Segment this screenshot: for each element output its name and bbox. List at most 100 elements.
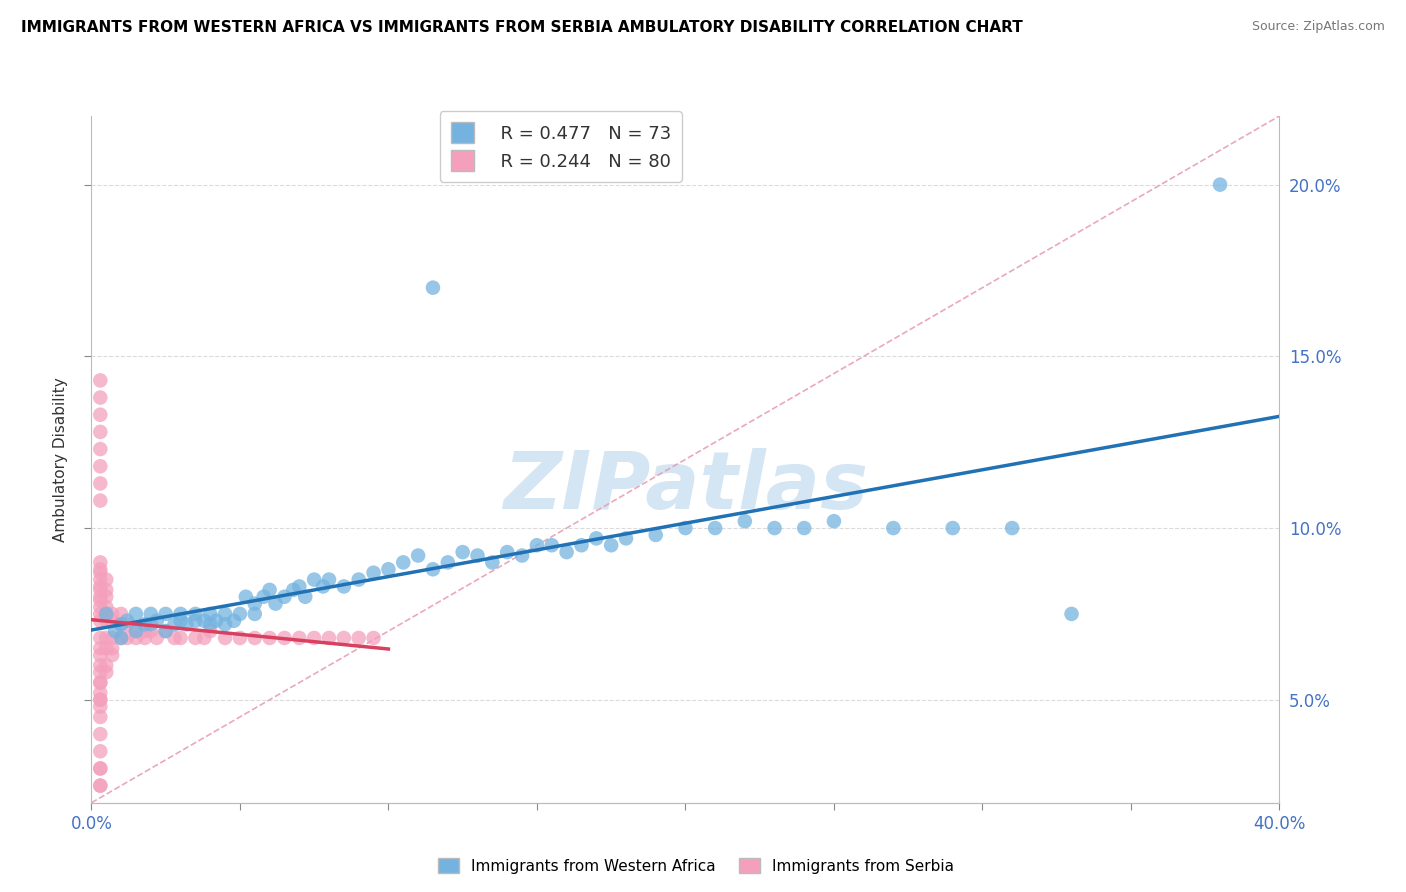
Point — [89, 593, 111, 607]
Point — [110, 617, 132, 632]
Point — [145, 631, 167, 645]
Point — [422, 562, 444, 576]
Point — [89, 699, 111, 714]
Point — [253, 590, 276, 604]
Point — [96, 665, 118, 680]
Point — [89, 607, 111, 621]
Point — [89, 614, 111, 628]
Point — [333, 631, 356, 645]
Point — [89, 391, 111, 405]
Point — [115, 631, 138, 645]
Point — [288, 631, 311, 645]
Point — [125, 624, 148, 639]
Point — [259, 582, 281, 597]
Point — [1001, 521, 1024, 535]
Point — [89, 665, 111, 680]
Point — [318, 631, 340, 645]
Point — [169, 607, 191, 621]
Point — [214, 631, 236, 645]
Point — [200, 624, 222, 639]
Text: IMMIGRANTS FROM WESTERN AFRICA VS IMMIGRANTS FROM SERBIA AMBULATORY DISABILITY C: IMMIGRANTS FROM WESTERN AFRICA VS IMMIGR… — [21, 20, 1022, 35]
Point — [139, 617, 162, 632]
Point — [734, 514, 756, 528]
Point — [793, 521, 815, 535]
Point — [96, 641, 118, 656]
Point — [89, 493, 111, 508]
Point — [115, 614, 138, 628]
Point — [145, 614, 167, 628]
Point — [184, 614, 207, 628]
Point — [101, 631, 124, 645]
Point — [89, 648, 111, 662]
Point — [184, 607, 207, 621]
Point — [101, 607, 124, 621]
Point — [436, 555, 458, 570]
Point — [89, 442, 111, 456]
Point — [243, 607, 266, 621]
Point — [110, 617, 132, 632]
Point — [89, 744, 111, 758]
Point — [110, 607, 132, 621]
Point — [89, 573, 111, 587]
Point — [96, 631, 118, 645]
Point — [312, 579, 335, 593]
Point — [89, 459, 111, 474]
Point — [96, 658, 118, 673]
Point — [422, 281, 444, 295]
Point — [155, 624, 177, 639]
Point — [89, 779, 111, 793]
Point — [110, 631, 132, 645]
Text: Source: ZipAtlas.com: Source: ZipAtlas.com — [1251, 20, 1385, 33]
Point — [644, 528, 666, 542]
Point — [89, 675, 111, 690]
Point — [89, 582, 111, 597]
Point — [704, 521, 727, 535]
Point — [163, 631, 186, 645]
Point — [89, 658, 111, 673]
Point — [134, 624, 156, 639]
Point — [101, 641, 124, 656]
Point — [89, 555, 111, 570]
Point — [134, 631, 156, 645]
Point — [139, 607, 162, 621]
Point — [176, 617, 198, 632]
Point — [96, 607, 118, 621]
Point — [169, 614, 191, 628]
Point — [89, 675, 111, 690]
Point — [763, 521, 786, 535]
Point — [89, 590, 111, 604]
Point — [89, 566, 111, 580]
Point — [200, 607, 222, 621]
Point — [89, 686, 111, 700]
Point — [134, 617, 156, 632]
Point — [526, 538, 548, 552]
Point — [89, 692, 111, 706]
Point — [614, 532, 637, 546]
Point — [169, 631, 191, 645]
Point — [96, 600, 118, 615]
Point — [229, 607, 252, 621]
Point — [139, 624, 162, 639]
Text: ZIPatlas: ZIPatlas — [503, 448, 868, 526]
Point — [600, 538, 623, 552]
Point — [155, 624, 177, 639]
Point — [481, 555, 503, 570]
Point — [264, 597, 287, 611]
Point — [89, 373, 111, 387]
Point — [585, 532, 607, 546]
Point — [294, 590, 316, 604]
Point — [823, 514, 845, 528]
Point — [155, 607, 177, 621]
Point — [96, 590, 118, 604]
Point — [942, 521, 965, 535]
Point — [229, 631, 252, 645]
Point — [496, 545, 519, 559]
Legend: Immigrants from Western Africa, Immigrants from Serbia: Immigrants from Western Africa, Immigran… — [432, 852, 960, 880]
Point — [673, 521, 696, 535]
Point — [555, 545, 578, 559]
Point — [571, 538, 593, 552]
Point — [1209, 178, 1232, 192]
Point — [193, 631, 215, 645]
Point — [214, 607, 236, 621]
Point — [89, 692, 111, 706]
